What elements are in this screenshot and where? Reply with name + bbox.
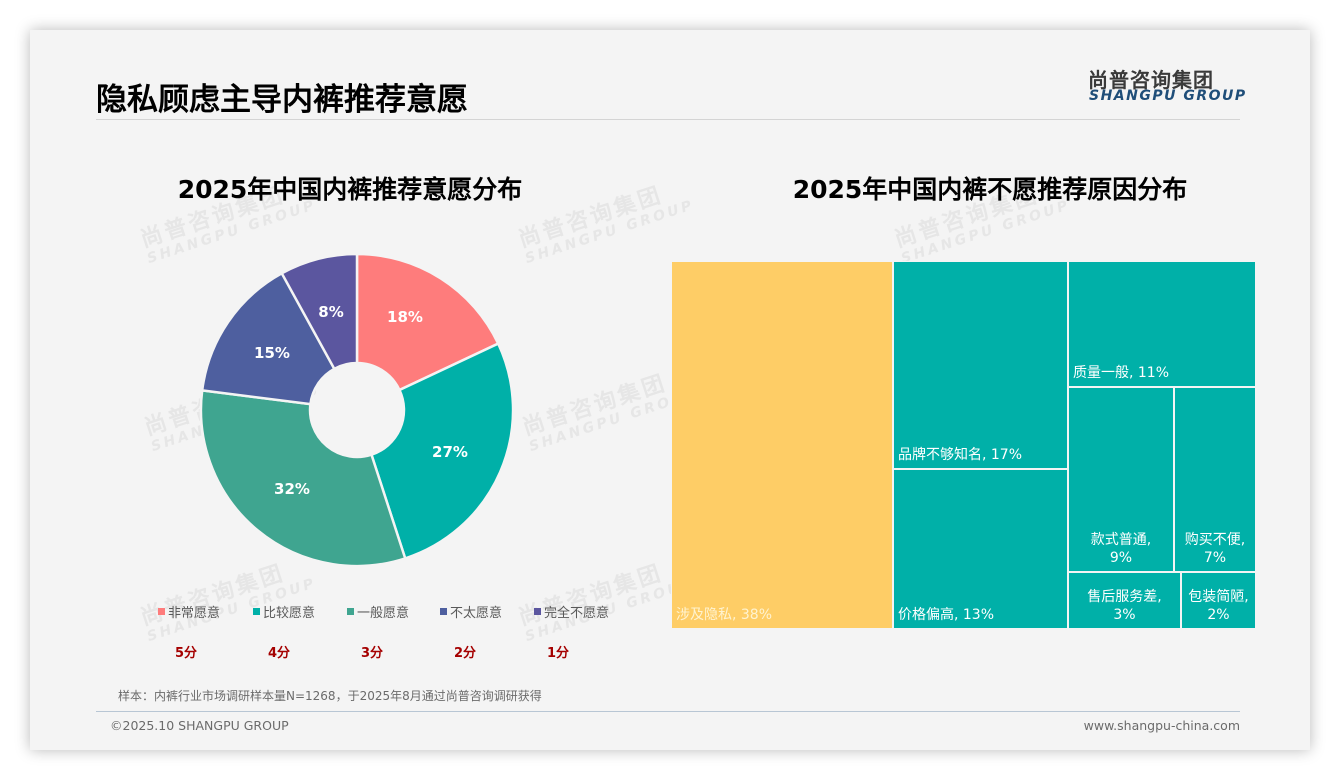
- right-chart-title: 2025年中国内裤不愿推荐原因分布: [792, 175, 1188, 204]
- treemap-cell-quality: 质量一般, 11%: [1068, 261, 1256, 387]
- slice-neutral: [199, 389, 407, 568]
- header-divider: [96, 119, 1240, 120]
- logo-chinese: 尚普咨询集团: [1088, 68, 1214, 92]
- slice-not-willing-at-all: [280, 252, 359, 371]
- cell-label: 售后服务差, 3%: [1087, 589, 1162, 623]
- cell-label: 价格偏高, 13%: [898, 607, 995, 623]
- donut-chart: 18% 27% 32% 15% 8%: [199, 252, 515, 568]
- treemap-cell-privacy: 涉及隐私, 38%: [671, 261, 893, 629]
- legend-item-fairly-willing: 比较愿意: [253, 602, 315, 621]
- footer-divider: [96, 711, 1240, 712]
- legend-item-neutral: 一般愿意: [347, 602, 409, 621]
- legend-label: 完全不愿意: [544, 606, 610, 621]
- legend-label: 比较愿意: [263, 606, 316, 621]
- slice-label: 18%: [387, 308, 423, 326]
- treemap-cell-style: 款式普通, 9%: [1068, 387, 1174, 572]
- treemap-chart: 涉及隐私, 38% 品牌不够知名, 17% 价格偏高, 13% 质量一般, 11…: [671, 261, 1256, 629]
- cell-label: 包装简陋, 2%: [1188, 589, 1249, 623]
- slice-label: 32%: [274, 480, 310, 498]
- slice-label: 8%: [318, 303, 343, 321]
- copyright: ©2025.10 SHANGPU GROUP: [110, 718, 289, 733]
- slice-not-very-willing: [200, 271, 336, 406]
- score-label: 1分: [546, 646, 570, 661]
- website-link[interactable]: www.shangpu-china.com: [1083, 718, 1240, 733]
- legend-item-very-willing: 非常愿意: [158, 602, 220, 621]
- cell-label: 款式普通, 9%: [1090, 532, 1152, 566]
- legend-swatch: [158, 608, 165, 615]
- score-label: 2分: [453, 646, 477, 661]
- legend-item-not-willing-at-all: 完全不愿意: [534, 602, 609, 621]
- score-label: 5分: [174, 646, 198, 661]
- cell-label: 质量一般, 11%: [1073, 365, 1170, 381]
- treemap-cell-brand: 品牌不够知名, 17%: [893, 261, 1068, 469]
- logo-english: SHANGPU GROUP: [1089, 88, 1247, 104]
- legend-swatch: [534, 608, 541, 615]
- slice-fairly-willing: [369, 341, 515, 560]
- slide: 隐私顾虑主导内裤推荐意愿 尚普咨询集团 SHANGPU GROUP 尚普咨询集团…: [30, 30, 1310, 750]
- legend-swatch: [347, 608, 354, 615]
- score-label: 4分: [267, 646, 291, 661]
- treemap-cell-after-sales: 售后服务差, 3%: [1068, 572, 1181, 629]
- cell-label: 品牌不够知名, 17%: [898, 447, 1023, 463]
- page-title: 隐私顾虑主导内裤推荐意愿: [96, 82, 468, 118]
- score-label: 3分: [360, 646, 384, 661]
- legend-label: 不太愿意: [450, 606, 503, 621]
- sample-footnote: 样本：内裤行业市场调研样本量N=1268，于2025年8月通过尚普咨询调研获得: [118, 689, 542, 703]
- treemap-cell-packaging: 包装简陋, 2%: [1181, 572, 1256, 629]
- legend-item-not-very-willing: 不太愿意: [440, 602, 502, 621]
- treemap-cell-price: 价格偏高, 13%: [893, 469, 1068, 629]
- cell-label: 涉及隐私, 38%: [676, 607, 773, 623]
- slice-label: 15%: [254, 344, 290, 362]
- cell-label: 购买不便, 7%: [1184, 532, 1246, 566]
- legend-swatch: [253, 608, 260, 615]
- legend-label: 一般愿意: [357, 606, 410, 621]
- treemap-cell-purchase: 购买不便, 7%: [1174, 387, 1256, 572]
- legend-swatch: [440, 608, 447, 615]
- slice-label: 27%: [432, 443, 468, 461]
- left-chart-title: 2025年中国内裤推荐意愿分布: [177, 175, 523, 204]
- chart-legend: 非常愿意 比较愿意 一般愿意 不太愿意 完全不愿意: [30, 602, 670, 622]
- legend-label: 非常愿意: [168, 606, 221, 621]
- slice-very-willing: [355, 252, 500, 392]
